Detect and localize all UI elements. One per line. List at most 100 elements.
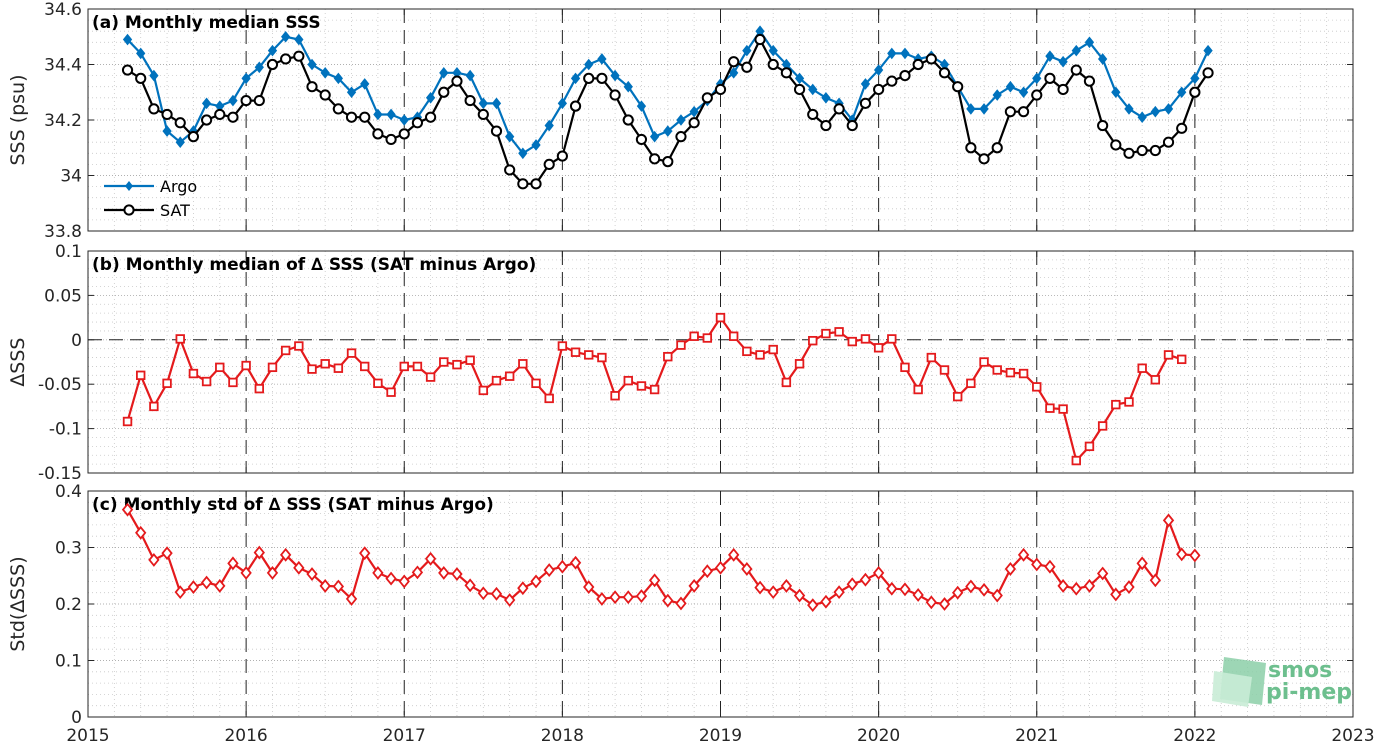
data-point — [465, 69, 475, 82]
data-point — [873, 64, 884, 76]
data-point — [228, 94, 238, 107]
data-point — [1189, 86, 1201, 98]
data-point — [663, 351, 673, 362]
data-point — [544, 119, 554, 132]
data-point — [241, 72, 251, 85]
data-point — [121, 64, 134, 76]
data-point — [925, 595, 937, 610]
data-point — [1150, 375, 1161, 385]
data-point — [807, 108, 819, 121]
data-point — [635, 133, 648, 146]
data-point — [675, 131, 687, 143]
data-point — [1017, 547, 1030, 562]
data-point — [1045, 50, 1055, 62]
y-tick-label: 33.8 — [44, 222, 82, 242]
data-point — [1150, 105, 1160, 118]
y-tick-label: 0.2 — [55, 595, 82, 615]
data-point — [1044, 559, 1056, 574]
data-point — [187, 131, 200, 143]
data-point — [188, 368, 199, 379]
data-point — [912, 588, 924, 602]
data-point — [1045, 403, 1055, 413]
data-point — [531, 378, 541, 389]
data-point — [438, 86, 450, 98]
data-point — [900, 362, 910, 373]
data-point — [596, 72, 608, 84]
data-point — [504, 593, 516, 607]
data-point — [175, 136, 185, 149]
data-point — [649, 130, 660, 143]
data-point — [1110, 587, 1122, 602]
data-point — [939, 365, 950, 375]
data-point — [477, 108, 489, 121]
data-point — [135, 72, 147, 84]
data-point — [345, 111, 358, 123]
data-point — [833, 103, 845, 115]
y-tick-label: 0.1 — [55, 242, 82, 262]
data-point — [544, 393, 554, 404]
data-point — [1124, 397, 1134, 407]
data-point — [688, 117, 700, 129]
data-point — [557, 341, 568, 351]
data-point — [847, 336, 857, 347]
data-point — [1032, 72, 1042, 85]
data-point — [701, 92, 713, 104]
data-point — [1111, 399, 1121, 410]
x-tick-label: 2022 — [1173, 726, 1216, 745]
data-point — [570, 347, 581, 357]
data-point — [978, 582, 990, 597]
panel-b-median-delta-sss: -0.15 -0.1 -0.05 0 0.05 0.1 ∆SSS (b) Monthly me… — [7, 242, 1354, 484]
data-point — [767, 58, 779, 71]
data-point — [373, 108, 383, 121]
data-point — [214, 578, 226, 593]
data-point — [293, 560, 305, 575]
data-point — [1110, 139, 1122, 151]
legend-label: Argo — [160, 177, 197, 196]
data-point — [597, 352, 607, 363]
x-tick-label: 2020 — [857, 726, 900, 745]
data-point — [728, 331, 739, 341]
data-point — [385, 571, 397, 586]
data-point — [1176, 547, 1188, 562]
data-point — [992, 89, 1002, 101]
data-point — [622, 590, 634, 605]
data-point — [859, 97, 872, 109]
data-point — [214, 108, 226, 121]
data-point — [412, 361, 423, 372]
data-point — [1044, 72, 1056, 84]
data-point — [1123, 580, 1135, 594]
data-point — [148, 103, 160, 115]
data-point — [610, 69, 620, 82]
data-point — [1123, 147, 1135, 159]
x-tick-label: 2017 — [383, 726, 426, 745]
data-point — [689, 331, 699, 341]
data-point — [372, 128, 384, 140]
data-point — [425, 91, 436, 104]
data-point — [663, 125, 673, 137]
data-point — [860, 78, 871, 90]
data-point — [201, 97, 212, 110]
data-point — [1163, 350, 1174, 360]
data-point — [583, 72, 595, 84]
data-point — [992, 365, 1002, 375]
data-point — [609, 89, 621, 101]
data-point — [241, 360, 251, 371]
data-point — [307, 58, 317, 71]
y-tick-label: 0.05 — [44, 286, 82, 306]
data-point — [215, 362, 225, 373]
y-axis-label: ∆SSS — [7, 338, 29, 388]
data-point — [253, 545, 265, 560]
data-point — [887, 334, 897, 344]
data-point — [307, 364, 317, 374]
data-point — [439, 357, 449, 367]
series-delta — [121, 502, 1201, 613]
data-point — [1163, 103, 1174, 115]
data-point — [149, 401, 159, 412]
data-point — [636, 100, 647, 112]
data-point — [1032, 382, 1042, 392]
y-tick-label: -0.1 — [49, 420, 82, 440]
data-point — [253, 94, 265, 107]
data-point — [675, 596, 687, 611]
data-point — [596, 591, 608, 606]
